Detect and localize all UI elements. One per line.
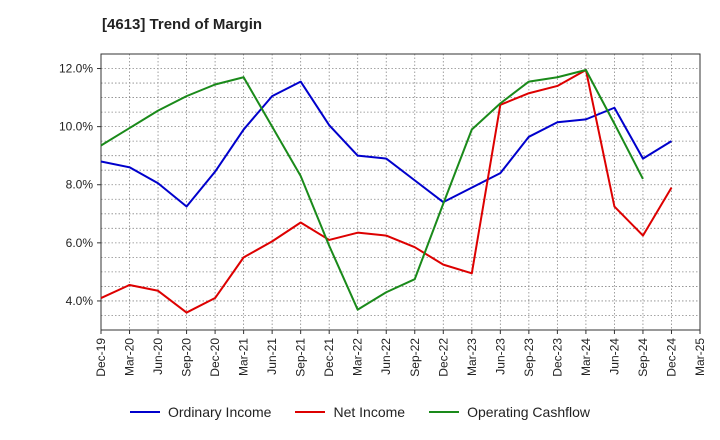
y-tick-label: 4.0%	[66, 294, 94, 308]
x-tick-label: Mar-23	[465, 338, 479, 376]
legend-label-net-income: Net Income	[333, 404, 406, 420]
legend-swatch-net-income	[295, 411, 326, 413]
x-tick-label: Dec-23	[550, 338, 564, 377]
x-tick-label: Sep-22	[408, 338, 422, 377]
x-tick-label: Jun-24	[607, 338, 621, 375]
x-tick-label: Mar-20	[123, 338, 137, 376]
legend: Ordinary Income Net Income Operating Cas…	[0, 404, 720, 420]
x-tick-label: Sep-21	[294, 338, 308, 377]
y-tick-label: 6.0%	[66, 236, 94, 250]
x-tick-label: Sep-23	[522, 338, 536, 377]
y-tick-label: 10.0%	[59, 120, 93, 134]
x-tick-label: Dec-21	[322, 338, 336, 377]
legend-label-ordinary-income: Ordinary Income	[167, 404, 272, 420]
x-tick-label: Sep-24	[636, 338, 650, 377]
plot-frame	[100, 53, 701, 331]
series-line-ordinary-income	[100, 80, 673, 208]
plot-area	[101, 54, 700, 330]
legend-item-ordinary-income: Ordinary Income	[129, 404, 272, 420]
x-tick-label: Mar-24	[579, 338, 593, 376]
legend-item-operating-cashflow: Operating Cashflow	[429, 404, 590, 420]
chart-title: [4613] Trend of Margin	[102, 16, 263, 33]
x-tick-label: Dec-19	[94, 338, 108, 377]
x-tick-label: Dec-24	[664, 338, 678, 377]
legend-label-operating-cashflow: Operating Cashflow	[467, 404, 591, 420]
y-tick-label: 8.0%	[66, 178, 94, 192]
x-tick-label: Mar-21	[237, 338, 251, 376]
x-tick-label: Dec-20	[208, 338, 222, 377]
x-tick-label: Dec-22	[436, 338, 450, 377]
series-line-net-income	[100, 68, 673, 314]
x-tick-label: Jun-22	[379, 338, 393, 375]
x-tick-label: Mar-22	[351, 338, 365, 376]
legend-item-net-income: Net Income	[295, 404, 405, 420]
legend-swatch-operating-cashflow	[429, 411, 460, 413]
x-tick-label: Jun-21	[265, 338, 279, 375]
legend-swatch-ordinary-income	[129, 411, 160, 413]
x-tick-label: Sep-20	[180, 338, 194, 377]
x-tick-label: Mar-25	[693, 338, 707, 376]
y-tick-label: 12.0%	[59, 62, 93, 76]
series-line-operating-cashflow	[100, 68, 644, 311]
x-tick-label: Jun-23	[493, 338, 507, 375]
x-tick-label: Jun-20	[151, 338, 165, 375]
